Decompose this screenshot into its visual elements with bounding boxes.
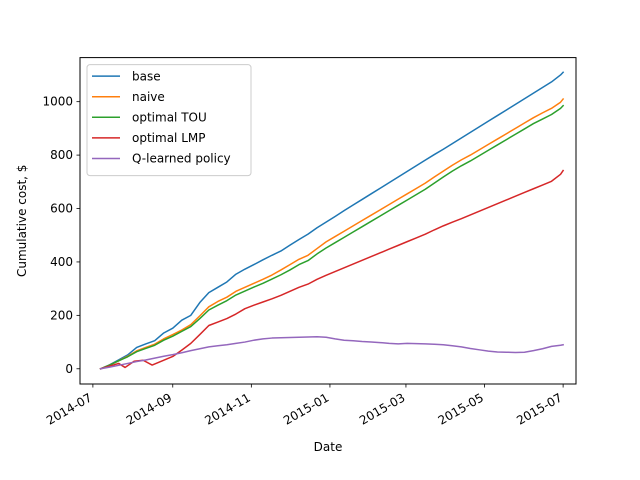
legend-label: naive <box>132 90 165 104</box>
series-line-q-learned-policy <box>99 335 565 370</box>
series-line-optimal-tou <box>99 104 565 370</box>
series-line-optimal-lmp <box>99 169 565 370</box>
legend-label: Q-learned policy <box>132 152 231 166</box>
series-line-naive <box>99 97 565 370</box>
legend-label: optimal LMP <box>132 131 205 145</box>
y-axis-label: Cumulative cost, $ <box>15 165 29 277</box>
legend-label: optimal TOU <box>132 111 207 125</box>
y-tick-label: 600 <box>50 202 73 216</box>
legend-label: base <box>132 69 161 83</box>
y-tick-label: 400 <box>50 255 73 269</box>
series-line-base <box>99 71 565 370</box>
y-tick-label: 1000 <box>42 95 73 109</box>
y-axis: 0 200 400 600 800 1000 <box>42 95 80 376</box>
lines-layer <box>99 71 565 370</box>
y-tick-label: 800 <box>50 148 73 162</box>
legend-box <box>86 64 252 177</box>
x-axis-label: Date <box>314 440 343 454</box>
axes-frame <box>79 57 577 385</box>
legend: base naive optimal TOU optimal LMP Q-learned… <box>86 64 252 177</box>
y-tick-label: 200 <box>50 308 73 322</box>
y-tick-label: 0 <box>65 362 73 376</box>
